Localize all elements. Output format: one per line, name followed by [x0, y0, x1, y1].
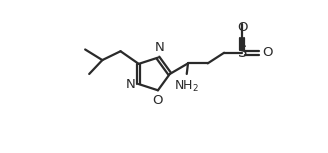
- Text: N: N: [154, 41, 164, 54]
- Text: O: O: [262, 46, 273, 59]
- Text: NH$_2$: NH$_2$: [174, 79, 199, 94]
- Text: O: O: [237, 21, 248, 34]
- Text: O: O: [153, 94, 163, 107]
- Text: S: S: [238, 45, 247, 60]
- Text: N: N: [126, 78, 135, 91]
